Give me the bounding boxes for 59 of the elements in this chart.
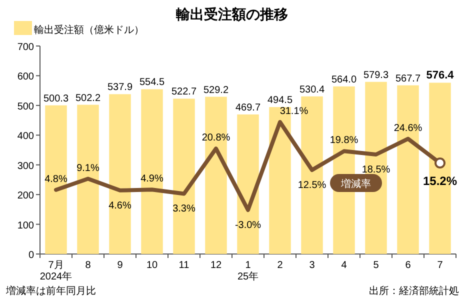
bar <box>237 114 259 254</box>
x-tick-label: 7月 2024年 <box>40 260 72 282</box>
data-label: 469.7 <box>235 102 261 114</box>
y-tick-label: 100 <box>17 220 34 232</box>
data-label: 4.9% <box>140 174 164 185</box>
data-label: 12.5% <box>298 180 326 191</box>
x-tick-label: 7 <box>437 260 444 271</box>
data-label: 20.8% <box>202 132 230 144</box>
legend-label: 輸出受注額（億米ドル） <box>34 24 144 36</box>
data-label: 494.5 <box>267 95 293 106</box>
data-label: 554.5 <box>139 77 165 88</box>
data-label: 530.4 <box>299 84 325 96</box>
data-label: 15.2% <box>422 174 458 188</box>
data-label: 500.3 <box>43 93 69 104</box>
data-label: 537.9 <box>107 82 133 94</box>
data-label: 3.3% <box>172 204 196 215</box>
bar <box>77 104 99 254</box>
data-label: 4.6% <box>108 200 132 212</box>
text: 増減率は前年同月比 <box>5 285 96 297</box>
x-tick-label: 3 <box>309 260 316 271</box>
chart-title: 輸出受注額の推移 <box>175 6 288 22</box>
data-label: 522.7 <box>171 86 197 98</box>
x-tick-label: 5 <box>373 260 380 271</box>
y-tick-label: 600 <box>17 72 34 83</box>
x-tick-label: 10 <box>146 260 158 271</box>
data-label: 19.8% <box>330 135 358 146</box>
bar <box>109 94 131 254</box>
data-label: 31.1% <box>280 106 308 117</box>
data-label: 564.0 <box>331 74 357 86</box>
legend: 輸出受注額（億米ドル） <box>14 21 144 36</box>
data-label: 579.3 <box>363 70 389 81</box>
y-tick-label: 300 <box>17 160 34 172</box>
x-tick-label: 6 <box>405 260 412 271</box>
y-tick-label: 700 <box>17 42 34 53</box>
x-tick-label: 4 <box>341 260 348 271</box>
data-label: 529.2 <box>203 84 229 96</box>
text: 出所：経済部統計処 <box>369 285 459 297</box>
data-label: -3.0% <box>234 220 262 231</box>
data-label: 576.4 <box>426 70 455 82</box>
line-label: 増減率 <box>330 174 382 192</box>
x-tick-label: 2 <box>277 260 284 271</box>
y-tick-label: 0 <box>28 250 34 261</box>
bar <box>141 89 163 254</box>
x-tick-label: 12 <box>210 260 222 271</box>
data-label: 24.6% <box>394 122 422 134</box>
y-tick-label: 400 <box>17 131 34 142</box>
x-tick-label: 9 <box>117 260 124 271</box>
x-tick-label: 8 <box>85 260 92 271</box>
y-tick-label: 200 <box>17 190 34 202</box>
x-tick-label: 1 25年 <box>237 260 259 282</box>
data-label: 9.1% <box>76 162 100 174</box>
data-label: 502.2 <box>75 92 101 104</box>
y-tick-label: 500 <box>17 101 34 112</box>
x-tick-label: 11 <box>178 260 190 271</box>
data-label: 4.8% <box>44 174 68 185</box>
bar <box>45 105 67 254</box>
bar <box>173 98 195 254</box>
data-label: 18.5% <box>362 164 390 176</box>
data-label: 567.7 <box>395 73 421 84</box>
